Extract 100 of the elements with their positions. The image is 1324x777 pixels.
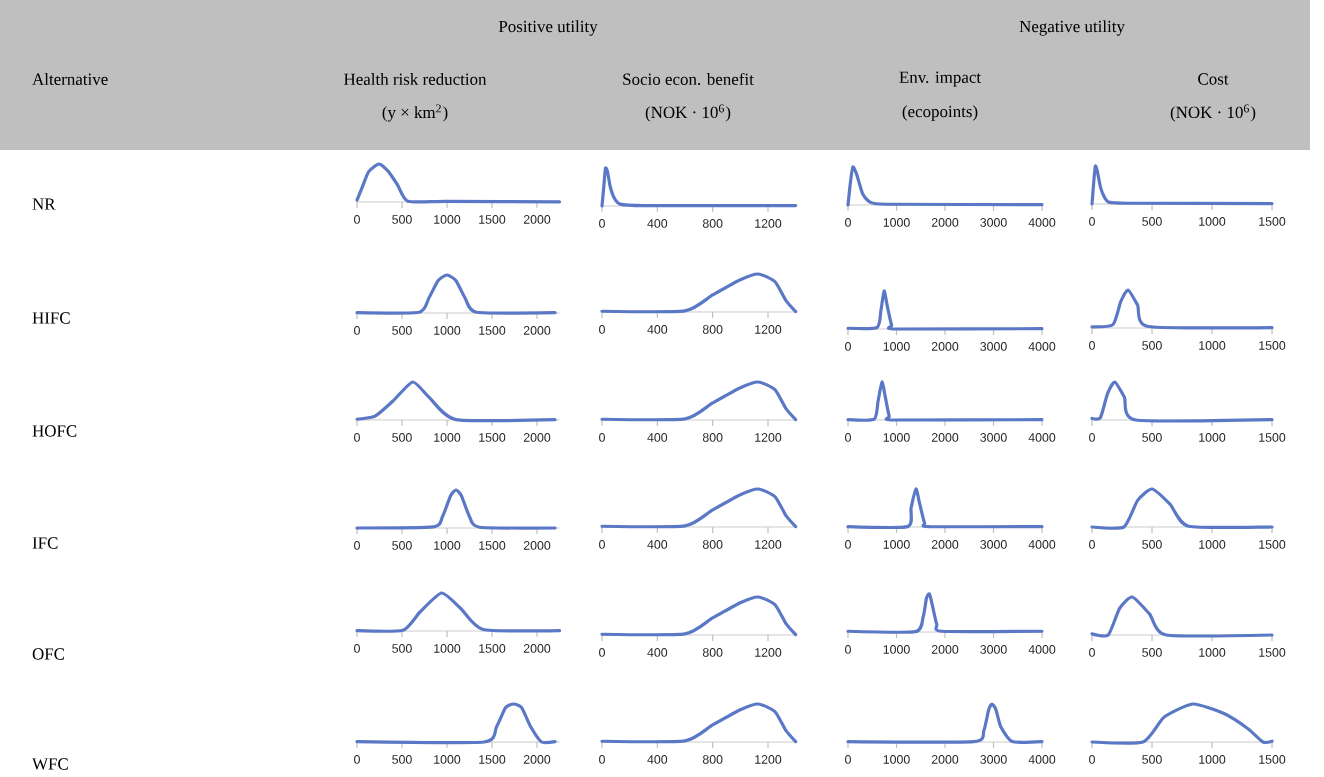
x-tick-label: 1000	[1199, 433, 1226, 442]
x-tick-label: 1000	[883, 342, 910, 351]
x-tick-label: 1500	[479, 541, 506, 550]
x-tick-label: 4000	[1028, 540, 1056, 549]
y-axis-title: OFC	[32, 648, 65, 660]
x-tick-label: 0	[354, 326, 360, 335]
x-tick-label: 2000	[931, 433, 959, 442]
x-tick-label: 0	[1089, 540, 1095, 549]
x-tick-label: 1000	[434, 215, 461, 224]
x-tick-label: 0	[1089, 217, 1095, 226]
x-tick-label: 0	[845, 218, 851, 227]
x-tick-label: 2000	[523, 541, 551, 550]
x-tick-label: 400	[647, 648, 668, 657]
x-tick-label: 1000	[883, 755, 910, 764]
x-tick-label: 1000	[434, 433, 461, 442]
x-tick-label: 0	[1089, 648, 1095, 657]
x-tick-label: 2000	[523, 326, 551, 335]
x-tick-label: 1500	[1259, 341, 1286, 350]
chart-title: Socio econ. benefit	[623, 72, 754, 86]
x-tick-label: 1000	[434, 644, 461, 653]
y-axis-title: HIFC	[32, 312, 70, 324]
x-tick-label: 4000	[1028, 755, 1056, 764]
x-tick-label: 500	[1142, 540, 1162, 549]
y-axis-title: IFC	[32, 537, 58, 549]
x-tick-label: 0	[354, 644, 360, 653]
x-tick-label: 800	[702, 755, 723, 764]
x-tick-label: 1200	[755, 219, 782, 228]
x-tick-label: 2000	[523, 644, 551, 653]
x-tick-label: 3000	[980, 645, 1007, 654]
x-tick-label: 1000	[883, 540, 910, 549]
x-tick-label: 500	[1142, 433, 1162, 442]
x-tick-label: 0	[599, 433, 605, 442]
x-tick-label: 1200	[755, 540, 782, 549]
chart-subtitle: (NOK · 10$^{6}$)	[645, 104, 731, 122]
x-tick-label: 1200	[755, 755, 782, 764]
text: Positive utility	[498, 20, 598, 36]
x-tick-label: 1000	[883, 218, 910, 227]
text: Negative utility	[1019, 20, 1125, 36]
x-tick-label: 500	[392, 644, 412, 653]
x-tick-label: 1200	[755, 648, 782, 657]
x-tick-label: 2000	[523, 433, 551, 442]
x-tick-label: 4000	[1028, 342, 1056, 351]
x-tick-label: 3000	[980, 342, 1007, 351]
chart-title: Health risk reduction	[344, 73, 487, 85]
x-tick-label: 2000	[931, 755, 959, 764]
x-tick-label: 500	[392, 755, 412, 764]
x-tick-label: 2000	[931, 645, 959, 654]
x-tick-label: 1000	[1199, 648, 1226, 657]
x-tick-label: 1000	[1199, 217, 1226, 226]
x-tick-label: 0	[354, 433, 360, 442]
x-tick-label: 1500	[479, 755, 506, 764]
y-axis-title: NR	[32, 198, 56, 210]
x-tick-label: 500	[1142, 217, 1162, 226]
x-tick-label: 0	[845, 433, 851, 442]
x-tick-label: 1000	[1199, 341, 1226, 350]
x-tick-label: 1500	[479, 433, 506, 442]
chart-subtitle: (ecopoints)	[902, 105, 978, 121]
x-tick-label: 500	[392, 541, 412, 550]
y-axis-title: WFC	[32, 758, 68, 770]
x-tick-label: 1000	[1199, 755, 1226, 764]
x-tick-label: 0	[845, 342, 851, 351]
x-tick-label: 0	[599, 540, 605, 549]
x-tick-label: 400	[647, 755, 668, 764]
x-tick-label: 2000	[931, 342, 959, 351]
x-tick-label: 3000	[980, 755, 1007, 764]
x-tick-label: 0	[1089, 755, 1095, 764]
x-tick-label: 1000	[434, 326, 461, 335]
x-tick-label: 1500	[479, 326, 506, 335]
x-tick-label: 1500	[1259, 755, 1286, 764]
x-tick-label: 0	[354, 215, 360, 224]
x-tick-label: 1000	[883, 433, 910, 442]
x-tick-label: 1000	[1199, 540, 1226, 549]
x-tick-label: 4000	[1028, 218, 1056, 227]
x-tick-label: 0	[845, 755, 851, 764]
x-tick-label: 4000	[1028, 645, 1056, 654]
x-tick-label: 0	[354, 755, 360, 764]
x-tick-label: 0	[599, 648, 605, 657]
x-tick-label: 500	[1142, 755, 1162, 764]
x-tick-label: 2000	[523, 755, 551, 764]
x-tick-label: 0	[599, 219, 605, 228]
x-tick-label: 0	[599, 325, 605, 334]
x-tick-label: 800	[702, 648, 723, 657]
x-tick-label: 400	[647, 540, 668, 549]
x-tick-label: 0	[1089, 433, 1095, 442]
x-tick-label: 0	[1089, 341, 1095, 350]
text: Alternative	[32, 73, 108, 85]
x-tick-label: 2000	[523, 215, 551, 224]
x-tick-label: 3000	[980, 218, 1007, 227]
x-tick-label: 800	[702, 433, 723, 442]
x-tick-label: 1000	[434, 755, 461, 764]
x-tick-label: 4000	[1028, 433, 1056, 442]
x-tick-label: 3000	[980, 540, 1007, 549]
x-tick-label: 1000	[434, 541, 461, 550]
x-tick-label: 800	[702, 219, 723, 228]
x-tick-label: 500	[392, 326, 412, 335]
x-tick-label: 1500	[1259, 648, 1286, 657]
x-tick-label: 500	[392, 215, 412, 224]
x-tick-label: 1500	[1259, 433, 1286, 442]
x-tick-label: 1500	[479, 644, 506, 653]
x-tick-label: 1200	[755, 325, 782, 334]
